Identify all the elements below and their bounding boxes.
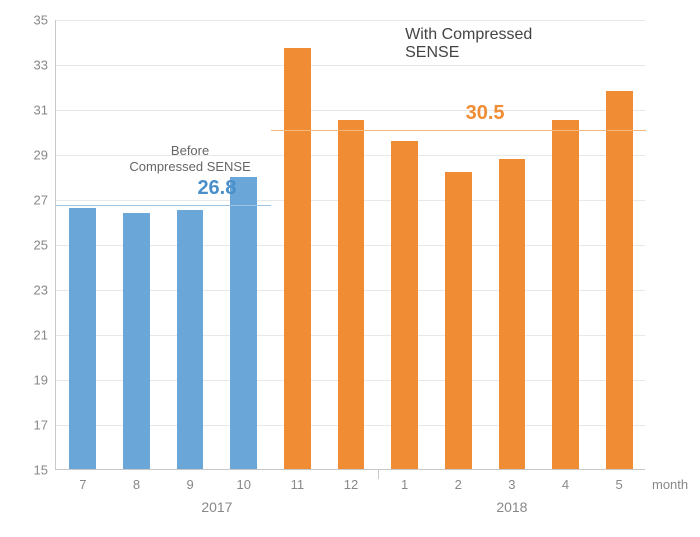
x-group-divider [378,469,379,479]
reference-label-after: With Compressed SENSE [405,26,565,62]
y-tick-label: 15 [34,463,56,478]
reference-line-before [56,205,271,206]
x-tick-label: 4 [562,469,569,492]
bar [552,120,579,469]
y-tick-label: 23 [34,283,56,298]
x-tick-label: 1 [401,469,408,492]
x-tick-label: 8 [133,469,140,492]
y-tick-label: 27 [34,193,56,208]
x-tick-label: 10 [236,469,250,492]
x-group-label: 2017 [201,469,232,515]
reference-label-before: BeforeCompressed SENSE [129,143,250,176]
y-tick-label: 29 [34,148,56,163]
y-tick-label: 35 [34,13,56,28]
grid-line [56,110,645,111]
x-axis-title: month [652,469,688,492]
reference-line-after [271,130,646,131]
y-tick-label: 19 [34,373,56,388]
bar [338,120,365,469]
reference-value-before: 26.8 [197,177,236,200]
bar [391,141,418,470]
bar [230,177,257,470]
x-group-label: 2018 [496,469,527,515]
bar [284,48,311,469]
reference-value-after: 30.5 [466,102,505,125]
x-tick-label: 5 [616,469,623,492]
bar-chart: 1517192123252729313335789101112123452017… [0,0,700,537]
x-tick-label: 12 [344,469,358,492]
y-tick-label: 31 [34,103,56,118]
y-tick-label: 21 [34,328,56,343]
y-tick-label: 25 [34,238,56,253]
bar [123,213,150,470]
bar [69,208,96,469]
x-tick-label: 11 [291,469,305,492]
bar [606,91,633,469]
x-tick-label: 2 [455,469,462,492]
bar [445,172,472,469]
grid-line [56,20,645,21]
grid-line [56,65,645,66]
bar [499,159,526,470]
y-tick-label: 33 [34,58,56,73]
plot-area: 1517192123252729313335789101112123452017… [55,20,645,470]
x-tick-label: 7 [79,469,86,492]
bar [177,210,204,469]
x-tick-label: 9 [186,469,193,492]
y-tick-label: 17 [34,418,56,433]
